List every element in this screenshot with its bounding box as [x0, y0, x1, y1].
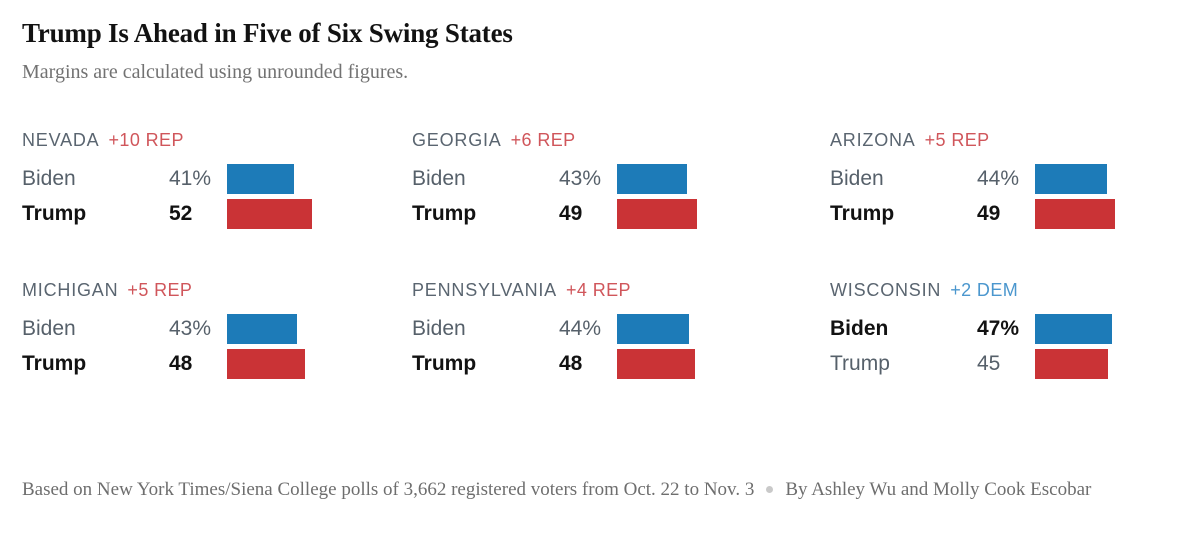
source-text: Based on New York Times/Siena College po… — [22, 479, 755, 501]
state-panel: WISCONSIN +2 DEM Biden 47% Trump 45 — [830, 278, 1158, 384]
poll-row-biden: Biden 47% — [830, 314, 1158, 345]
state-name-label: PENNSYLVANIA — [412, 280, 557, 301]
bar-track — [1035, 314, 1158, 345]
poll-row-trump: Trump 48 — [22, 349, 412, 380]
bar-track — [1035, 349, 1158, 380]
state-panel: PENNSYLVANIA +4 REP Biden 44% Trump 48 — [412, 278, 830, 384]
bar-track — [1035, 164, 1158, 195]
poll-value: 48 — [559, 352, 583, 376]
bar-rows: Biden 43% Trump 49 — [412, 164, 830, 230]
margin-badge: +4 REP — [565, 280, 631, 301]
margin-badge: +5 REP — [127, 280, 193, 301]
bar-rows: Biden 44% Trump 48 — [412, 314, 830, 380]
margin-badge: +5 REP — [924, 130, 990, 151]
candidate-label: Biden — [22, 167, 76, 191]
poll-row-biden: Biden 44% — [830, 164, 1158, 195]
candidate-label: Biden — [412, 317, 466, 341]
bar-track — [617, 164, 830, 195]
state-panel-header: MICHIGAN +5 REP — [22, 278, 412, 302]
source-note: Based on New York Times/Siena College po… — [22, 474, 1158, 505]
poll-value: 44% — [559, 317, 602, 341]
bar-track — [617, 349, 830, 380]
state-panel-header: PENNSYLVANIA +4 REP — [412, 278, 830, 302]
poll-row-trump: Trump 52 — [22, 199, 412, 230]
page-title: Trump Is Ahead in Five of Six Swing Stat… — [22, 18, 513, 48]
poll-bar — [227, 314, 297, 345]
poll-bar — [227, 349, 305, 380]
bar-track — [1035, 199, 1158, 230]
poll-value: 45 — [977, 352, 1001, 376]
states-grid: NEVADA +10 REP Biden 41% Trump 52 GEORGIA +6 … — [22, 128, 1158, 384]
candidate-label: Biden — [830, 167, 884, 191]
poll-value: 49 — [559, 202, 583, 226]
byline-text: By Ashley Wu and Molly Cook Escobar — [785, 479, 1092, 501]
state-panel-header: GEORGIA +6 REP — [412, 128, 830, 152]
poll-value: 41% — [169, 167, 212, 191]
candidate-label: Trump — [830, 202, 895, 226]
bar-rows: Biden 43% Trump 48 — [22, 314, 412, 380]
state-panel: GEORGIA +6 REP Biden 43% Trump 49 — [412, 128, 830, 234]
state-panel-header: NEVADA +10 REP — [22, 128, 412, 152]
poll-value: 47% — [977, 317, 1020, 341]
bar-track — [227, 314, 412, 345]
candidate-label: Biden — [22, 317, 76, 341]
bar-track — [227, 199, 412, 230]
margin-badge: +6 REP — [510, 130, 576, 151]
bar-track — [227, 349, 412, 380]
candidate-label: Trump — [412, 202, 477, 226]
state-panel-header: ARIZONA +5 REP — [830, 128, 1158, 152]
poll-value: 43% — [169, 317, 212, 341]
state-panel: NEVADA +10 REP Biden 41% Trump 52 — [22, 128, 412, 234]
poll-bar — [1035, 349, 1108, 380]
state-name-label: ARIZONA — [830, 130, 916, 151]
state-panel: MICHIGAN +5 REP Biden 43% Trump 48 — [22, 278, 412, 384]
poll-value: 49 — [977, 202, 1001, 226]
state-panel-header: WISCONSIN +2 DEM — [830, 278, 1158, 302]
bar-track — [227, 164, 412, 195]
state-panel: ARIZONA +5 REP Biden 44% Trump 49 — [830, 128, 1158, 234]
poll-bar — [227, 164, 294, 195]
state-name-label: MICHIGAN — [22, 280, 119, 301]
state-name-label: WISCONSIN — [830, 280, 942, 301]
poll-row-biden: Biden 43% — [412, 164, 830, 195]
poll-value: 52 — [169, 202, 193, 226]
bar-rows: Biden 41% Trump 52 — [22, 164, 412, 230]
poll-row-trump: Trump 49 — [830, 199, 1158, 230]
poll-bar — [617, 199, 697, 230]
poll-bar — [617, 314, 689, 345]
poll-row-biden: Biden 41% — [22, 164, 412, 195]
poll-bar — [1035, 314, 1112, 345]
poll-bar — [617, 349, 695, 380]
margin-badge: +2 DEM — [950, 280, 1019, 301]
state-name-label: NEVADA — [22, 130, 100, 151]
candidate-label: Trump — [22, 202, 87, 226]
poll-row-trump: Trump 48 — [412, 349, 830, 380]
poll-row-biden: Biden 44% — [412, 314, 830, 345]
poll-bar — [1035, 199, 1115, 230]
poll-value: 44% — [977, 167, 1020, 191]
poll-bar — [227, 199, 312, 230]
poll-row-trump: Trump 45 — [830, 349, 1158, 380]
poll-value: 43% — [559, 167, 602, 191]
bar-track — [617, 314, 830, 345]
bar-track — [617, 199, 830, 230]
poll-row-biden: Biden 43% — [22, 314, 412, 345]
dot-icon — [766, 486, 774, 494]
poll-bar — [1035, 164, 1107, 195]
candidate-label: Biden — [412, 167, 466, 191]
bar-rows: Biden 47% Trump 45 — [830, 314, 1158, 380]
candidate-label: Biden — [830, 317, 889, 341]
candidate-label: Trump — [412, 352, 477, 376]
margin-badge: +10 REP — [108, 130, 184, 151]
page-subtitle: Margins are calculated using unrounded f… — [22, 61, 409, 84]
poll-bar — [617, 164, 687, 195]
state-name-label: GEORGIA — [412, 130, 502, 151]
candidate-label: Trump — [830, 352, 890, 376]
poll-row-trump: Trump 49 — [412, 199, 830, 230]
bar-rows: Biden 44% Trump 49 — [830, 164, 1158, 230]
poll-value: 48 — [169, 352, 193, 376]
candidate-label: Trump — [22, 352, 87, 376]
